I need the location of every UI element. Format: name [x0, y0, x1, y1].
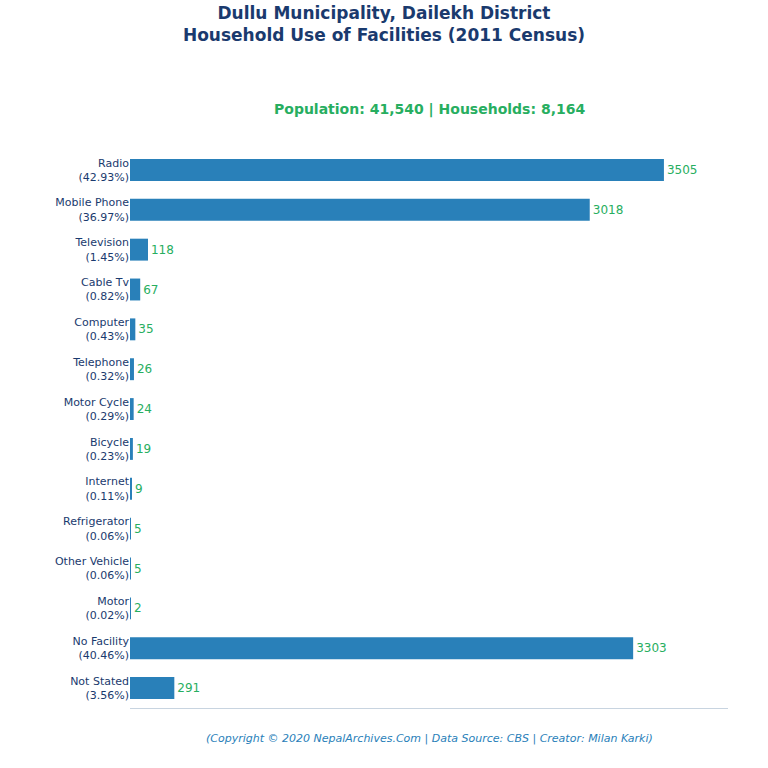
svg-text:3303: 3303: [636, 641, 667, 655]
svg-text:2: 2: [134, 601, 142, 615]
svg-text:3018: 3018: [593, 203, 624, 217]
svg-text:Motor Cycle(0.29%): Motor Cycle(0.29%): [64, 396, 130, 423]
svg-text:35: 35: [138, 322, 153, 336]
svg-text:24: 24: [137, 402, 152, 416]
svg-text:No Facility(40.46%): No Facility(40.46%): [72, 635, 129, 662]
svg-text:Population: 41,540 | Household: Population: 41,540 | Households: 8,164: [274, 101, 585, 118]
svg-text:Dullu Municipality, Dailekh Di: Dullu Municipality, Dailekh DistrictHous…: [183, 3, 585, 45]
svg-text:67: 67: [143, 283, 158, 297]
svg-text:(Copyright © 2020 NepalArchive: (Copyright © 2020 NepalArchives.Com | Da…: [206, 732, 653, 745]
svg-text:Not Stated(3.56%): Not Stated(3.56%): [70, 675, 129, 702]
svg-text:291: 291: [177, 681, 200, 695]
svg-text:Motor(0.02%): Motor(0.02%): [85, 595, 129, 622]
svg-text:Cable Tv(0.82%): Cable Tv(0.82%): [81, 276, 129, 303]
svg-text:Internet(0.11%): Internet(0.11%): [85, 475, 129, 502]
svg-text:Radio(42.93%): Radio(42.93%): [78, 157, 129, 184]
svg-text:5: 5: [134, 522, 142, 536]
svg-text:Other Vehicle(0.06%): Other Vehicle(0.06%): [55, 555, 129, 582]
svg-text:Bicycle(0.23%): Bicycle(0.23%): [85, 436, 129, 463]
svg-text:118: 118: [151, 243, 174, 257]
svg-text:Television(1.45%): Television(1.45%): [75, 236, 130, 263]
svg-text:5: 5: [134, 562, 142, 576]
svg-text:Mobile Phone(36.97%): Mobile Phone(36.97%): [55, 196, 129, 223]
svg-text:26: 26: [137, 362, 152, 376]
svg-text:3505: 3505: [667, 163, 698, 177]
svg-text:19: 19: [136, 442, 151, 456]
svg-text:Computer(0.43%): Computer(0.43%): [74, 316, 129, 343]
svg-text:Telephone(0.32%): Telephone(0.32%): [72, 356, 129, 383]
svg-text:Refrigerator(0.06%): Refrigerator(0.06%): [63, 515, 129, 542]
svg-text:9: 9: [135, 482, 143, 496]
